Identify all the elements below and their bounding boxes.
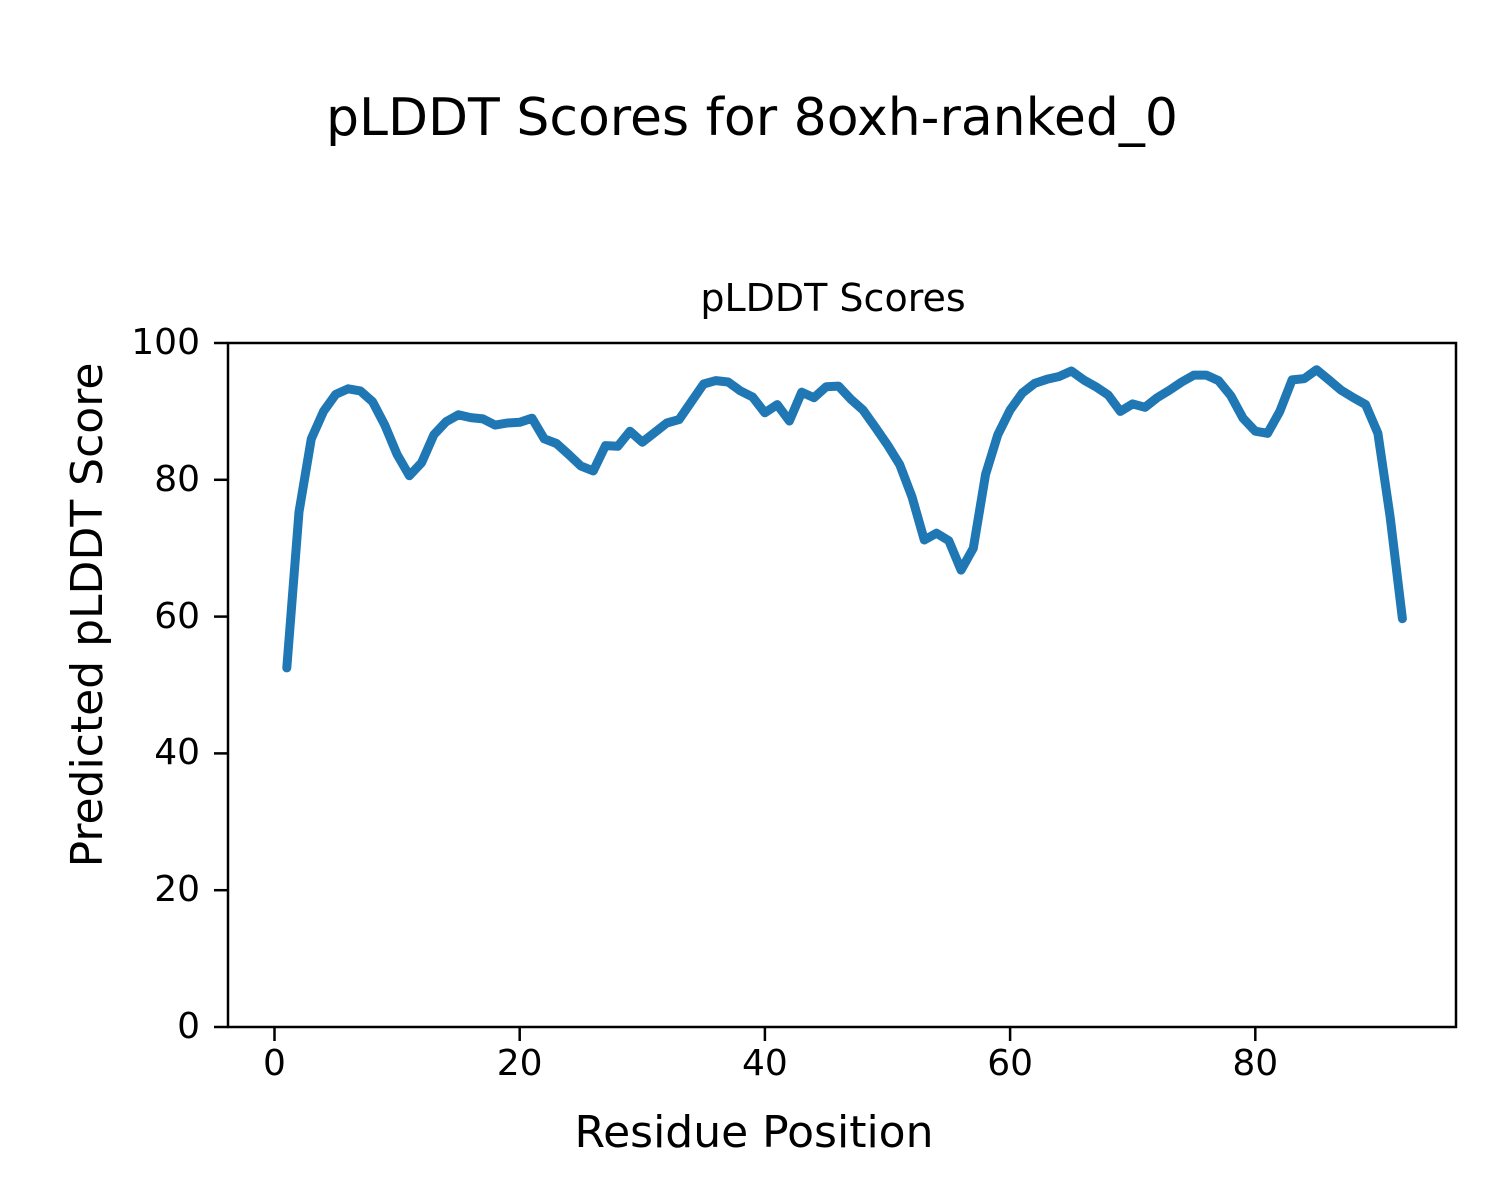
- x-tick-label: 40: [741, 1043, 788, 1084]
- figure-title: pLDDT Scores for 8oxh-ranked_0: [326, 88, 1178, 148]
- x-tick-label: 0: [263, 1043, 286, 1084]
- plddt-score-line: [282, 365, 1407, 673]
- y-tick-label: 80: [154, 458, 200, 500]
- y-tick-label: 40: [154, 732, 200, 774]
- y-tick-label: 100: [131, 322, 200, 363]
- x-tick-label: 80: [1232, 1043, 1279, 1084]
- x-tick-label: 60: [987, 1043, 1033, 1084]
- y-tick-label: 60: [154, 595, 200, 637]
- y-tick-label: 20: [154, 869, 200, 911]
- x-axis-label: Residue Position: [574, 1107, 934, 1158]
- y-tick-label: 0: [177, 1006, 200, 1047]
- axes-border: [226, 341, 1458, 1029]
- axes-title: pLDDT Scores: [700, 276, 966, 320]
- x-tick-label: 20: [496, 1043, 543, 1084]
